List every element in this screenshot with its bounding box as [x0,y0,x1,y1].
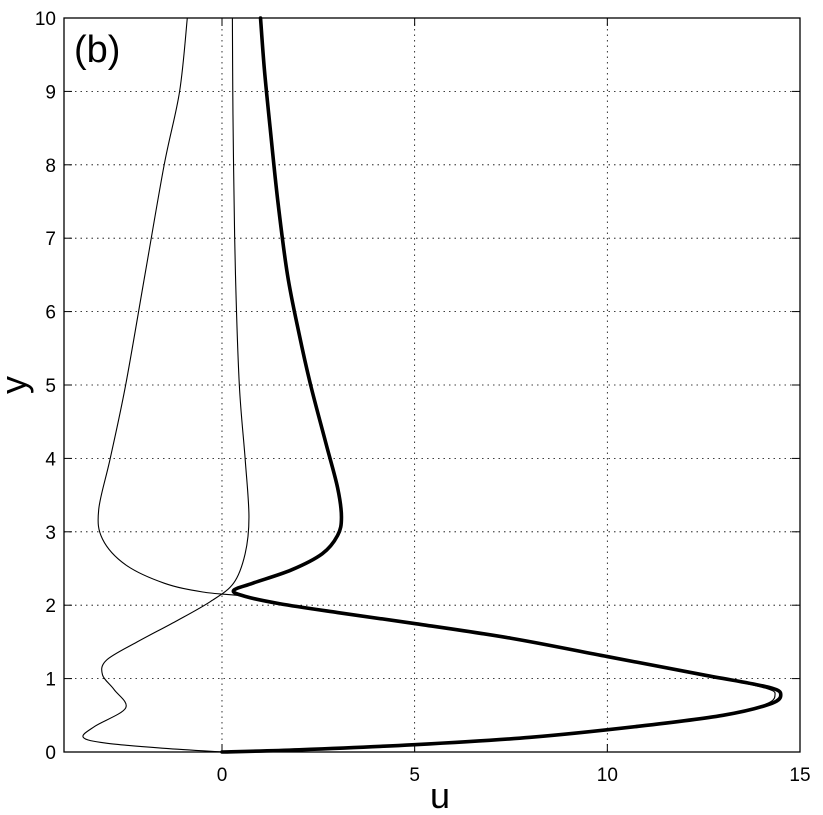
x-tick-label: 10 [597,765,618,786]
y-tick-label: 9 [45,82,56,103]
y-tick-label: 10 [35,9,56,30]
series-line-2 [97,17,776,753]
y-tick-label: 6 [45,303,56,324]
y-axis-label: y [0,376,34,394]
y-tick-label: 8 [45,156,56,177]
y-tick-label: 7 [45,229,56,250]
x-tick-label: 5 [409,765,420,786]
series-group [82,16,783,754]
y-tick-label: 4 [45,449,56,470]
y-tick-label: 0 [45,743,56,764]
y-tick-label: 5 [45,376,56,397]
x-tick-label: 0 [217,765,228,786]
series-line-3 [82,17,250,753]
axis-ticks: 0 5 10 15 0 1 2 3 4 5 6 7 8 9 10 [35,9,811,786]
x-axis-label: u [430,775,450,815]
y-tick-label: 2 [45,596,56,617]
y-tick-label: 1 [45,670,56,691]
y-tick-label: 3 [45,523,56,544]
x-tick-label: 15 [789,765,810,786]
grid-lines [64,18,800,752]
plot-background [64,18,800,752]
panel-label: (b) [74,29,120,71]
